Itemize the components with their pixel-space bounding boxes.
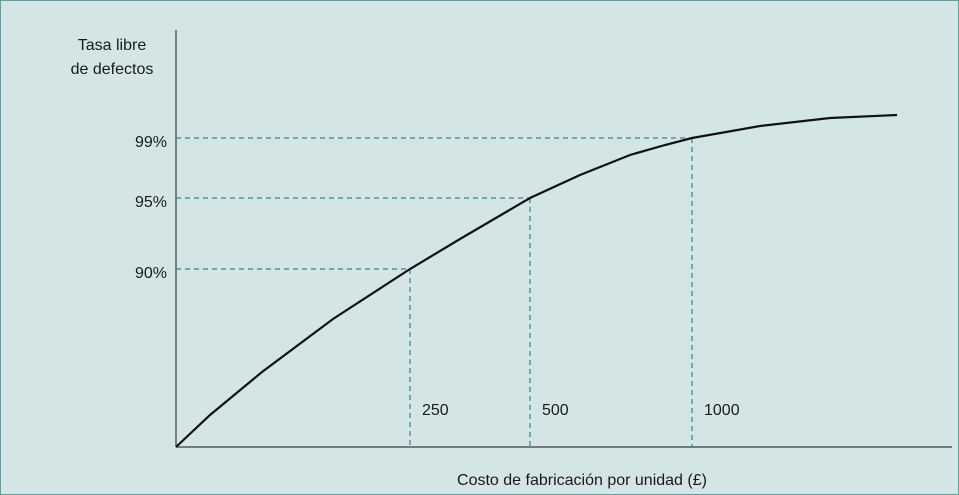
y-axis-label: de defectos xyxy=(71,61,154,78)
y-tick-label: 95% xyxy=(135,194,167,211)
guides xyxy=(176,137,693,447)
y-tick-label: 90% xyxy=(135,265,167,282)
y-axis-label: Tasa libre xyxy=(78,37,147,54)
x-tick-label: 250 xyxy=(422,402,449,419)
x-tick-label: 500 xyxy=(542,402,569,419)
x-axis-label: Costo de fabricación por unidad (£) xyxy=(457,472,707,489)
x-tick-label: 1000 xyxy=(704,402,740,419)
curve xyxy=(175,113,898,448)
y-tick-label: 99% xyxy=(135,134,167,151)
